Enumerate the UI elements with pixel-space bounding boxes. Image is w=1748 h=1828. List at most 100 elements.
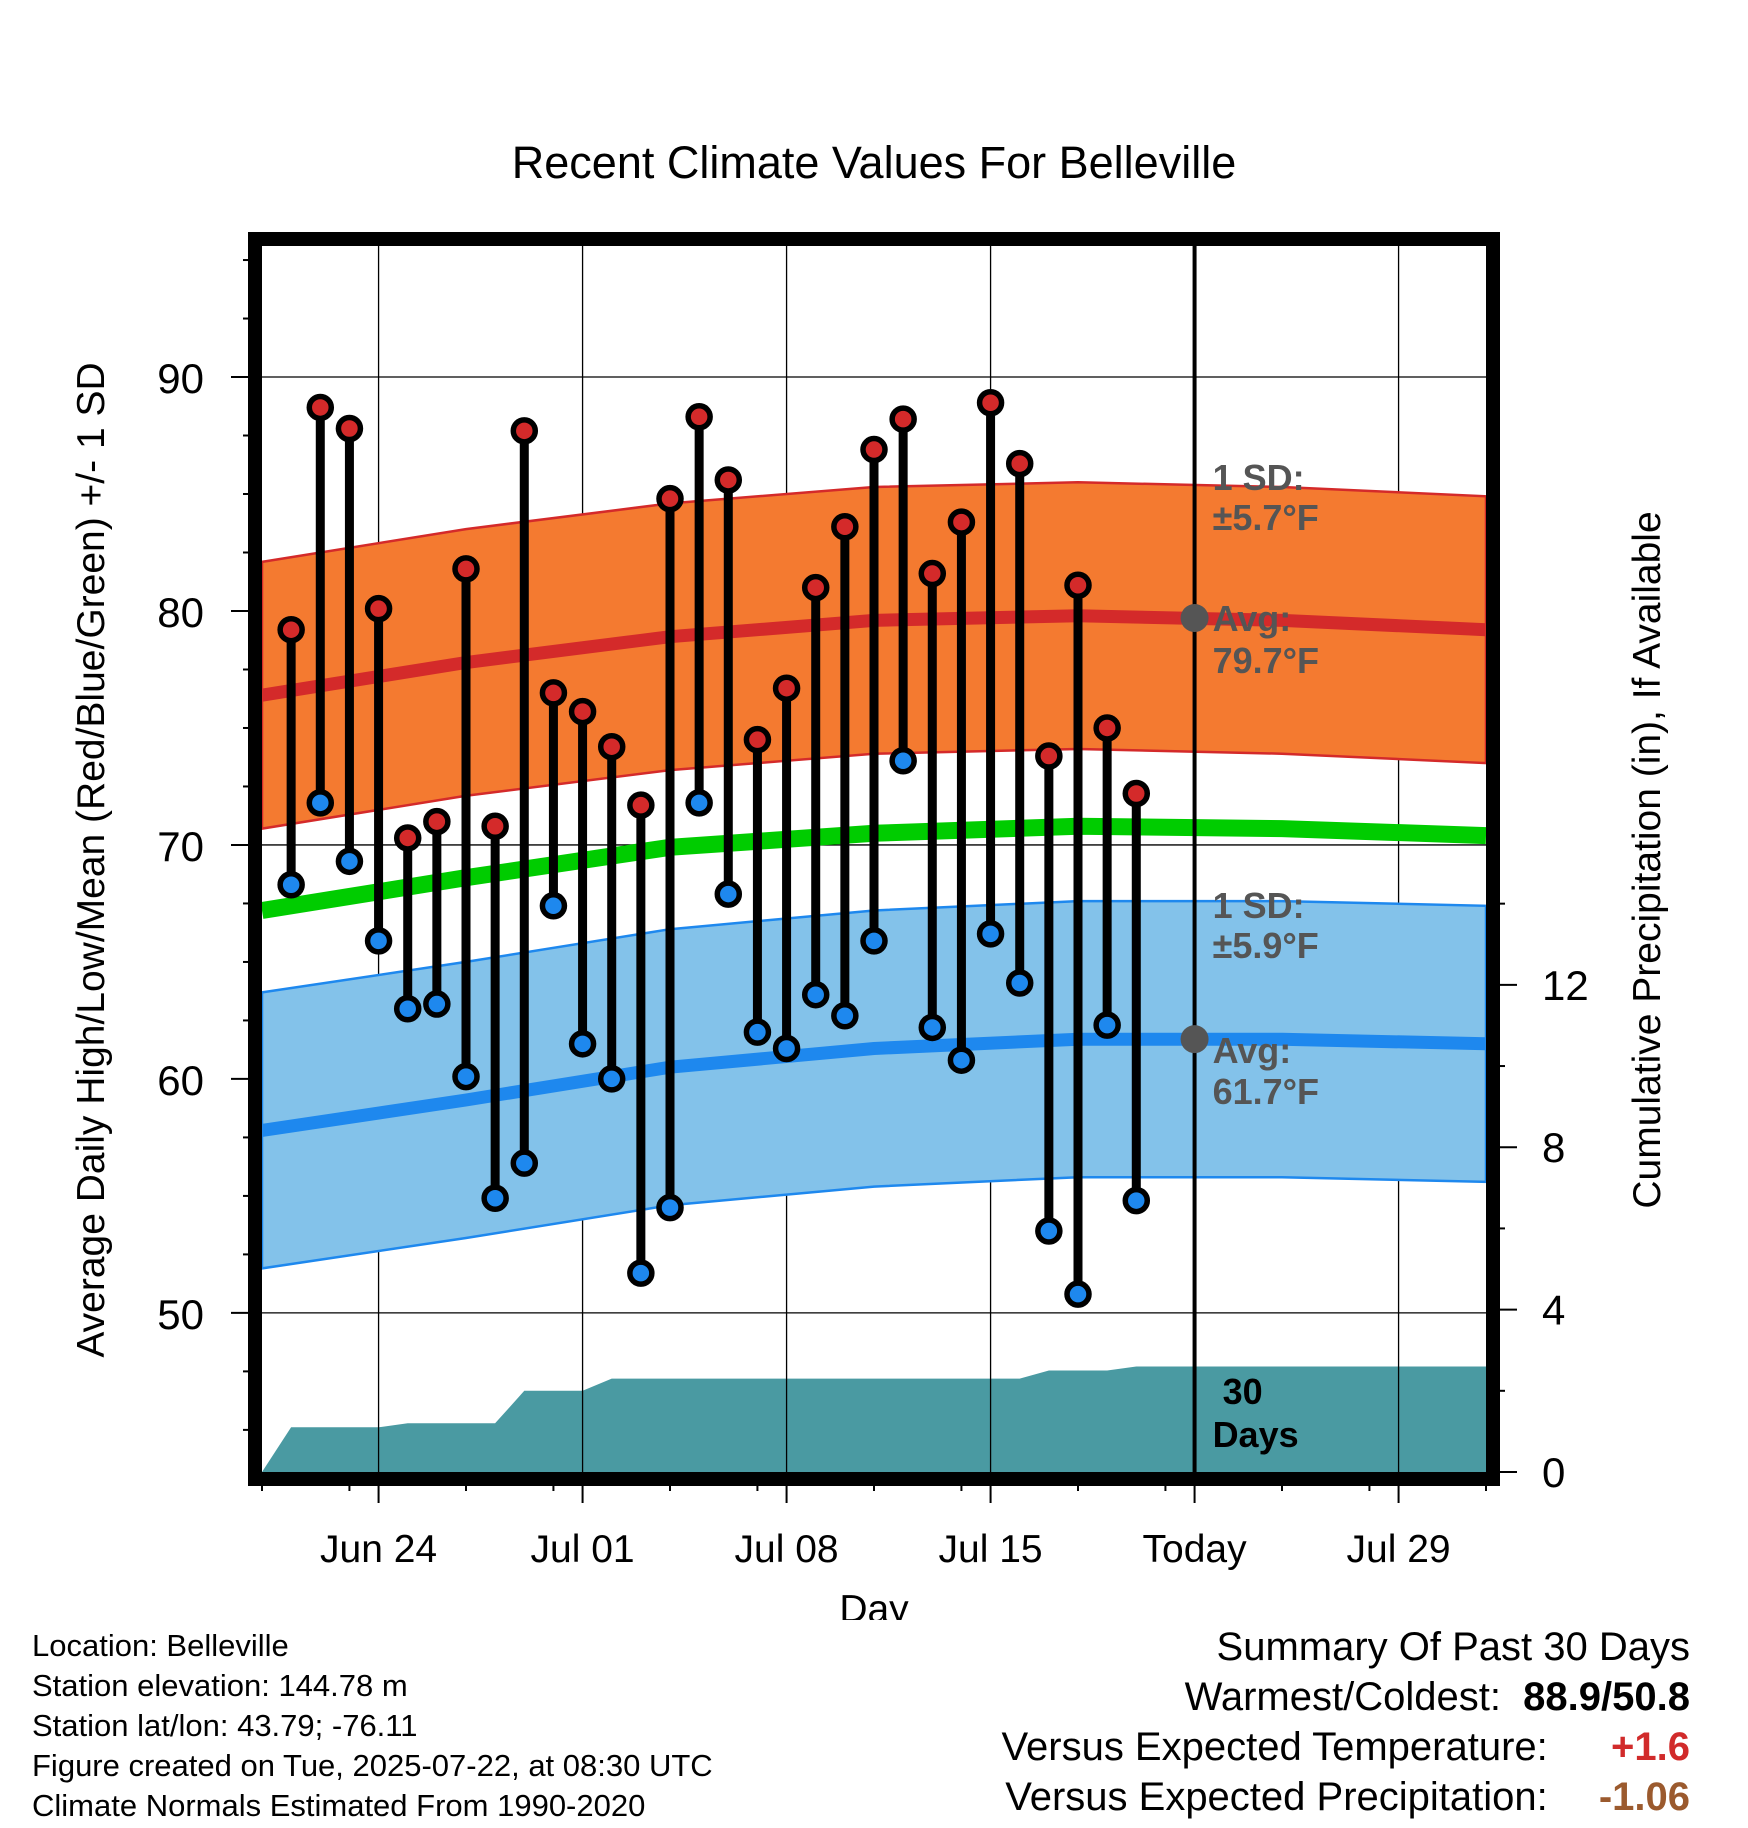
temp-value: +1.6 [1611, 1725, 1690, 1769]
station-info: Location: Belleville Station elevation: … [32, 1626, 713, 1826]
daily-high-point [918, 559, 947, 588]
daily-high-point [1093, 714, 1121, 742]
daily-low-point [801, 980, 830, 1009]
today-high-avg-marker [1180, 604, 1209, 633]
daily-low-point [510, 1149, 539, 1177]
daily-high-point [1005, 449, 1034, 478]
low-avg-label: Avg: [1213, 1030, 1292, 1071]
daily-low-point [685, 789, 713, 817]
x-tick-label-Jul-08: Jul 08 [735, 1528, 839, 1571]
daily-high-point [1064, 571, 1092, 600]
location-text: Location: Belleville [32, 1628, 289, 1663]
y-axis-label-right: Cumulative Precipitation (in), If Availa… [1626, 511, 1669, 1208]
daily-low-point [423, 990, 451, 1018]
low-avg-value: 61.7°F [1213, 1071, 1319, 1112]
daily-low-point [772, 1034, 801, 1063]
daily-low-point [597, 1065, 626, 1093]
daily-high-point [656, 484, 684, 513]
daily-low-point [539, 892, 568, 920]
daily-high-point [277, 615, 305, 644]
y-tick-label-left-50: 50 [157, 1291, 204, 1338]
daily-low-point [947, 1046, 976, 1074]
daily-low-point [568, 1030, 597, 1058]
x-tick-label-Jul-15: Jul 15 [939, 1528, 1043, 1571]
x-axis-label: Day [839, 1588, 909, 1620]
precip-days-number: 30 [1223, 1371, 1263, 1412]
latlon-text: Station lat/lon: 43.79; -76.11 [32, 1708, 418, 1743]
precip-days-label: Days [1213, 1414, 1299, 1455]
x-tick-label-Today: Today [1143, 1528, 1248, 1571]
y-tick-label-left-70: 70 [157, 823, 204, 870]
x-tick-label-Jul-29: Jul 29 [1347, 1528, 1451, 1571]
summary-heading: Summary Of Past 30 Days [1216, 1625, 1690, 1669]
precip-value: -1.06 [1598, 1775, 1690, 1819]
daily-high-point [889, 405, 917, 433]
daily-low-point [918, 1013, 947, 1042]
daily-high-point [393, 824, 422, 852]
daily-high-point [597, 732, 626, 761]
daily-low-point [1064, 1280, 1092, 1308]
y-tick-label-left-80: 80 [157, 589, 204, 636]
summary-panel: Summary Of Past 30 Days Warmest/Coldest:… [1002, 1622, 1690, 1822]
daily-low-point [481, 1184, 509, 1213]
daily-high-point [423, 807, 451, 836]
high-avg-label: Avg: [1213, 598, 1292, 639]
normal-low-line [261, 1032, 1487, 1137]
climate-chart: Recent Climate Values For Belleville 1 S… [70, 137, 1669, 1620]
daily-low-point [743, 1018, 772, 1046]
daily-high-point [306, 393, 335, 422]
daily-high-point [452, 555, 480, 583]
x-tick-label-Jul-01: Jul 01 [531, 1528, 635, 1571]
x-tick-label-Jun-24: Jun 24 [320, 1528, 437, 1571]
daily-high-point [772, 674, 801, 702]
daily-low-point [393, 994, 422, 1023]
daily-high-point [831, 513, 859, 541]
temp-label: Versus Expected Temperature: [1001, 1725, 1548, 1769]
daily-low-point [277, 870, 305, 899]
normals-text: Climate Normals Estimated From 1990-2020 [32, 1788, 646, 1823]
summary-temp: Versus Expected Temperature: +1.6 [1002, 1722, 1690, 1772]
summary-warm-cold: Warmest/Coldest: 88.9/50.8 [1002, 1672, 1690, 1722]
daily-high-point [685, 403, 713, 431]
daily-high-point [743, 725, 772, 754]
daily-high-point [568, 697, 597, 726]
daily-low-point [306, 789, 335, 817]
y-axis-label-left: Average Daily High/Low/Mean (Red/Blue/Gr… [70, 362, 113, 1357]
daily-low-point [452, 1062, 480, 1091]
daily-high-point [1035, 742, 1063, 770]
low-sd-value: ±5.9°F [1213, 925, 1319, 966]
daily-low-point [976, 920, 1005, 948]
high-sd-label: 1 SD: [1213, 457, 1305, 498]
chart-title: Recent Climate Values For Belleville [512, 137, 1236, 188]
y-tick-label-left-90: 90 [157, 355, 204, 402]
y-tick-label-right-12: 12 [1542, 962, 1589, 1009]
daily-low-point [714, 880, 743, 908]
daily-low-point [860, 927, 888, 955]
today-low-avg-marker [1180, 1025, 1209, 1054]
daily-high-point [481, 812, 509, 840]
daily-high-point [364, 594, 393, 623]
daily-high-point [627, 791, 655, 819]
daily-low-point [1035, 1217, 1063, 1245]
daily-low-point [656, 1193, 684, 1222]
created-text: Figure created on Tue, 2025-07-22, at 08… [32, 1748, 713, 1783]
daily-high-point [510, 417, 539, 445]
daily-low-point [627, 1259, 655, 1287]
daily-high-point [335, 414, 364, 443]
y-tick-label-left-60: 60 [157, 1057, 204, 1104]
y-tick-label-right-8: 8 [1542, 1124, 1565, 1171]
daily-low-point [1122, 1186, 1151, 1215]
daily-high-point [947, 508, 976, 536]
daily-low-point [1093, 1011, 1121, 1039]
precip-area [262, 1366, 1486, 1472]
warm-cold-label: Warmest/Coldest: [1184, 1675, 1501, 1719]
precip-label: Versus Expected Precipitation: [1005, 1775, 1548, 1819]
high-sd-value: ±5.7°F [1213, 497, 1319, 538]
elevation-text: Station elevation: 144.78 m [32, 1668, 408, 1703]
y-tick-label-right-0: 0 [1542, 1449, 1565, 1496]
warm-cold-value: 88.9/50.8 [1523, 1675, 1690, 1719]
daily-high-point [539, 679, 568, 707]
daily-low-point [831, 1002, 859, 1030]
summary-precip: Versus Expected Precipitation: -1.06 [1002, 1772, 1690, 1822]
